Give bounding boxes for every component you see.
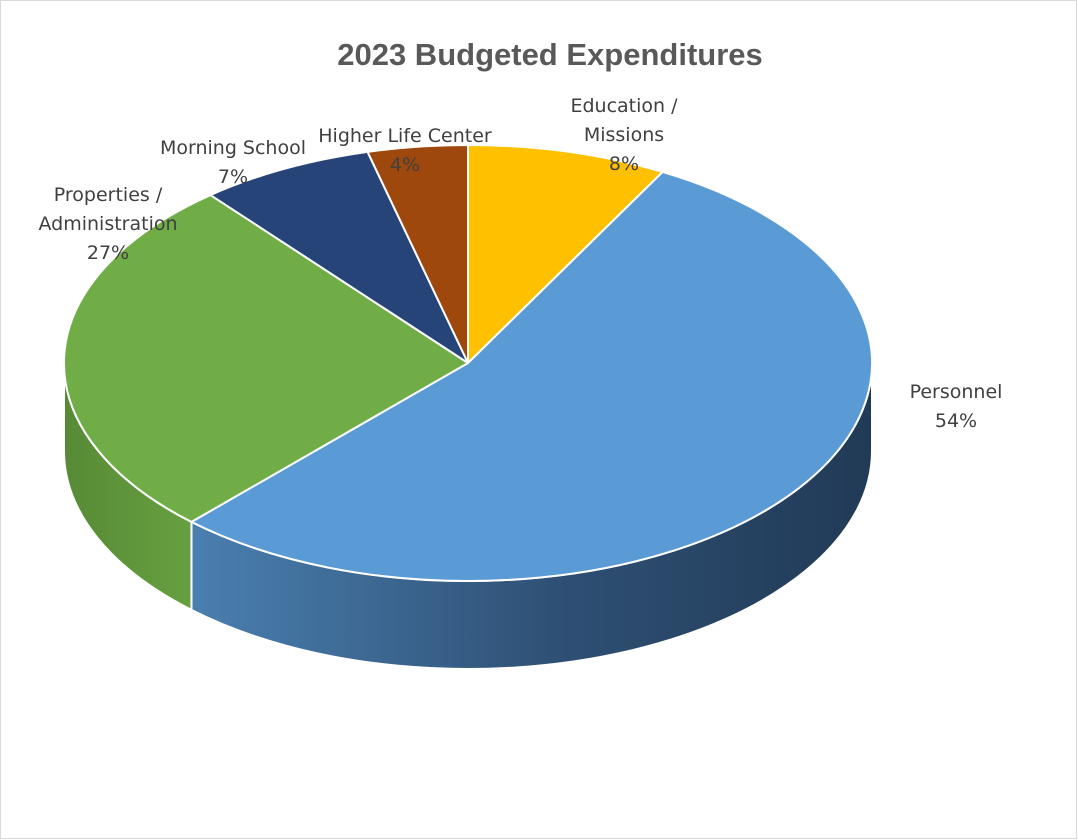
slice-name: Administration	[38, 213, 177, 235]
slice-labels: Education / Missions 8% Personnel 54% Propert…	[38, 95, 1002, 432]
slice-name: Morning School	[160, 137, 306, 159]
slice-label-education-missions: Education / Missions 8%	[570, 95, 678, 175]
slice-label-higher-life-center: Higher Life Center 4%	[318, 125, 492, 176]
slice-name: Properties /	[54, 184, 163, 206]
slice-education-missions	[467, 144, 664, 364]
pie-slices	[63, 144, 873, 582]
slice-label-personnel: Personnel 54%	[910, 381, 1003, 432]
slice-percent: 54%	[935, 410, 977, 432]
slice-label-morning-school: Morning School 7%	[160, 137, 306, 188]
slice-personnel	[190, 170, 873, 582]
slice-percent: 27%	[87, 242, 129, 264]
slice-morning-school	[209, 150, 469, 364]
slice-label-properties-administration: Properties / Administration 27%	[38, 184, 177, 264]
slice-name: Education /	[570, 95, 678, 117]
slice-percent: 4%	[390, 154, 420, 176]
slice-name: Missions	[584, 124, 664, 146]
slice-percent: 8%	[609, 153, 639, 175]
slice-higher-life-center	[366, 144, 469, 364]
chart-title: 2023 Budgeted Expenditures	[337, 37, 763, 72]
slice-percent: 7%	[218, 166, 248, 188]
slice-properties-administration	[63, 194, 469, 523]
slice-name: Personnel	[910, 381, 1003, 403]
slice-name: Higher Life Center	[318, 125, 492, 147]
